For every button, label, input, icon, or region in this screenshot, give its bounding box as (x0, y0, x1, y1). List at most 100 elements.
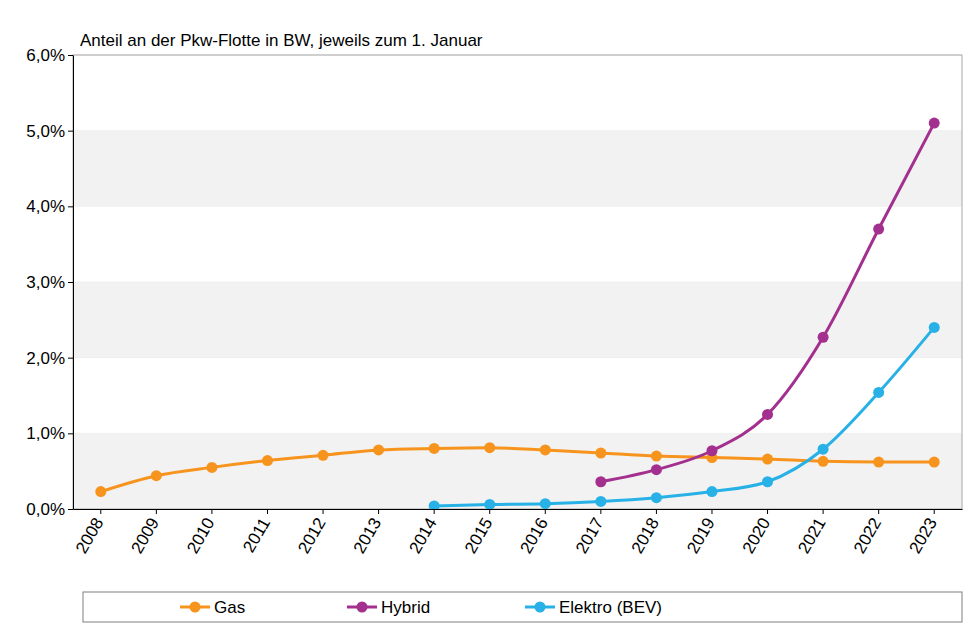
x-tick-label: 2021 (794, 514, 829, 556)
series-marker (818, 456, 829, 467)
series-line (601, 123, 934, 482)
x-tick-label: 2009 (128, 514, 163, 556)
series-marker (651, 464, 662, 475)
y-tick: 5,0% (26, 122, 73, 141)
legend-marker (357, 602, 368, 613)
x-tick-label: 2020 (739, 514, 774, 556)
y-tick-mark (68, 358, 73, 359)
grid-line (73, 206, 962, 207)
y-tick: 1,0% (26, 424, 73, 443)
series-marker (429, 500, 440, 509)
legend-box (83, 592, 962, 622)
x-tick: 2009 (128, 509, 163, 557)
series-marker (484, 499, 495, 509)
series-marker (873, 387, 884, 398)
x-tick-label: 2016 (517, 514, 552, 556)
x-tick-mark (545, 509, 546, 514)
y-tick-label: 1,0% (26, 424, 65, 443)
series-marker (762, 409, 773, 420)
x-tick-mark (767, 509, 768, 514)
grid-band (73, 282, 962, 358)
legend-label: Elektro (BEV) (559, 598, 662, 617)
x-tick-label: 2017 (572, 514, 607, 556)
x-tick: 2013 (350, 509, 385, 557)
x-tick-mark (100, 509, 101, 514)
y-tick-mark (68, 206, 73, 207)
legend: Gas Hybrid Elektro (BEV) (83, 592, 962, 622)
x-tick: 2018 (628, 509, 663, 557)
series-marker (484, 442, 495, 453)
series-marker (929, 118, 940, 129)
x-tick-label: 2012 (294, 514, 329, 556)
series (95, 118, 939, 509)
y-tick-label: 4,0% (26, 197, 65, 216)
x-tick-label: 2014 (405, 514, 440, 556)
series-marker (206, 462, 217, 473)
series-marker (706, 445, 717, 456)
series-marker (595, 448, 606, 459)
series-marker (706, 486, 717, 497)
x-tick-label: 2013 (350, 514, 385, 556)
y-tick-mark (68, 131, 73, 132)
series-marker (151, 470, 162, 481)
series-marker (595, 476, 606, 487)
x-tick-mark (711, 509, 712, 514)
y-tick: 2,0% (26, 349, 73, 368)
y-tick: 0,0% (26, 500, 73, 519)
grid (73, 55, 962, 509)
x-axis-line (74, 509, 963, 510)
x-tick: 2023 (905, 509, 940, 557)
legend-label: Gas (214, 598, 245, 617)
grid-line (73, 282, 962, 283)
y-tick-label: 6,0% (26, 46, 65, 65)
series-marker (95, 486, 106, 497)
x-tick: 2012 (294, 509, 329, 557)
series-marker (873, 224, 884, 235)
y-axis-line (73, 56, 74, 510)
x-tick-label: 2010 (183, 514, 218, 556)
x-tick: 2011 (239, 509, 274, 556)
x-tick-mark (434, 509, 435, 514)
legend-entry: Hybrid (347, 598, 430, 617)
x-tick: 2021 (794, 509, 829, 557)
x-tick: 2015 (461, 509, 496, 557)
series-line (434, 327, 934, 506)
y-tick-label: 3,0% (26, 273, 65, 292)
x-tick-label: 2011 (239, 514, 274, 555)
series-marker (540, 444, 551, 455)
legend-entry: Elektro (BEV) (525, 598, 662, 617)
y-tick-label: 2,0% (26, 349, 65, 368)
series-marker (318, 450, 329, 461)
x-tick-label: 2022 (850, 514, 885, 556)
x-tick-mark (267, 509, 268, 514)
series-marker (929, 457, 940, 468)
x-tick: 2008 (72, 509, 107, 557)
x-tick-label: 2023 (905, 514, 940, 556)
y-tick-label: 5,0% (26, 122, 65, 141)
y-axis: 0,0% 1,0% 2,0% 3,0% 4,0% 5,0% 6,0% (26, 46, 73, 519)
x-tick-mark (934, 509, 935, 514)
series-marker (595, 496, 606, 507)
series-line (101, 448, 934, 492)
series-marker (762, 476, 773, 487)
legend-label: Hybrid (381, 598, 430, 617)
x-tick-mark (878, 509, 879, 514)
y-tick-mark (68, 55, 73, 56)
series-marker (873, 457, 884, 468)
chart: 0,0% 1,0% 2,0% 3,0% 4,0% 5,0% 6,0% 2008 2009 2010… (0, 0, 977, 631)
legend-marker (190, 602, 201, 613)
x-tick-label: 2018 (628, 514, 663, 556)
x-tick-mark (323, 509, 324, 514)
plot-frame (73, 55, 962, 509)
x-tick-mark (156, 509, 157, 514)
title: Anteil an der Pkw-Flotte in BW, jeweils … (80, 31, 483, 50)
series-marker (762, 454, 773, 465)
x-tick: 2019 (683, 509, 718, 557)
x-tick-mark (211, 509, 212, 514)
x-tick: 2016 (517, 509, 552, 557)
x-tick-label: 2019 (683, 514, 718, 556)
legend-marker (535, 602, 546, 613)
series-marker (540, 498, 551, 509)
series-marker (651, 492, 662, 503)
x-tick-mark (656, 509, 657, 514)
